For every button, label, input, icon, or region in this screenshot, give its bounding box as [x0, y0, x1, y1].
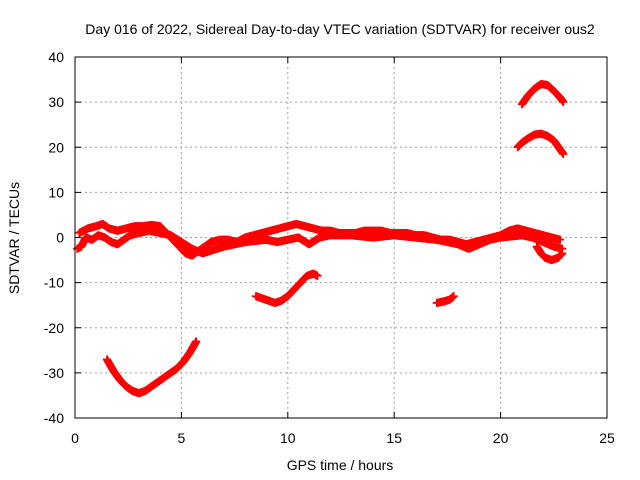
y-tick-label: -20 — [44, 320, 64, 336]
data-point — [559, 150, 568, 159]
series-small-cluster — [432, 292, 458, 307]
x-axis-label: GPS time / hours — [287, 457, 394, 473]
y-tick-label: 30 — [48, 94, 64, 110]
y-tick-label: 10 — [48, 184, 64, 200]
y-tick-label: 20 — [48, 139, 64, 155]
y-tick-label: -10 — [44, 275, 64, 291]
chart-title: Day 016 of 2022, Sidereal Day-to-day VTE… — [85, 21, 595, 37]
data-point — [313, 271, 322, 280]
data-point — [449, 292, 458, 301]
series-upper-arc-2 — [517, 80, 568, 109]
data-points — [73, 80, 568, 398]
series-dip-end — [532, 242, 567, 265]
series-upper-arc-1 — [513, 129, 568, 159]
x-tick-label: 10 — [280, 430, 296, 446]
y-axis-label: SDTVAR / TECUs — [6, 182, 22, 294]
series-bottom-arc — [102, 337, 201, 398]
y-tick-label: 0 — [56, 230, 64, 246]
data-point — [558, 249, 567, 258]
x-tick-label: 0 — [71, 430, 79, 446]
series-mid-arc — [251, 269, 322, 307]
tick-labels: 0 5 10 15 20 25 -40 -30 -20 -10 0 10 20 30 40 — [44, 49, 615, 446]
x-tick-label: 15 — [386, 430, 402, 446]
data-point — [556, 235, 565, 244]
axis-ticks — [74, 56, 608, 419]
y-tick-label: 40 — [48, 49, 64, 65]
x-tick-label: 20 — [493, 430, 509, 446]
x-tick-label: 25 — [599, 430, 615, 446]
y-tick-label: -30 — [44, 365, 64, 381]
series-baseline-secondary — [73, 226, 567, 258]
data-point — [192, 337, 201, 346]
data-point — [559, 98, 568, 107]
y-tick-label: -40 — [44, 410, 64, 426]
x-tick-label: 5 — [178, 430, 186, 446]
